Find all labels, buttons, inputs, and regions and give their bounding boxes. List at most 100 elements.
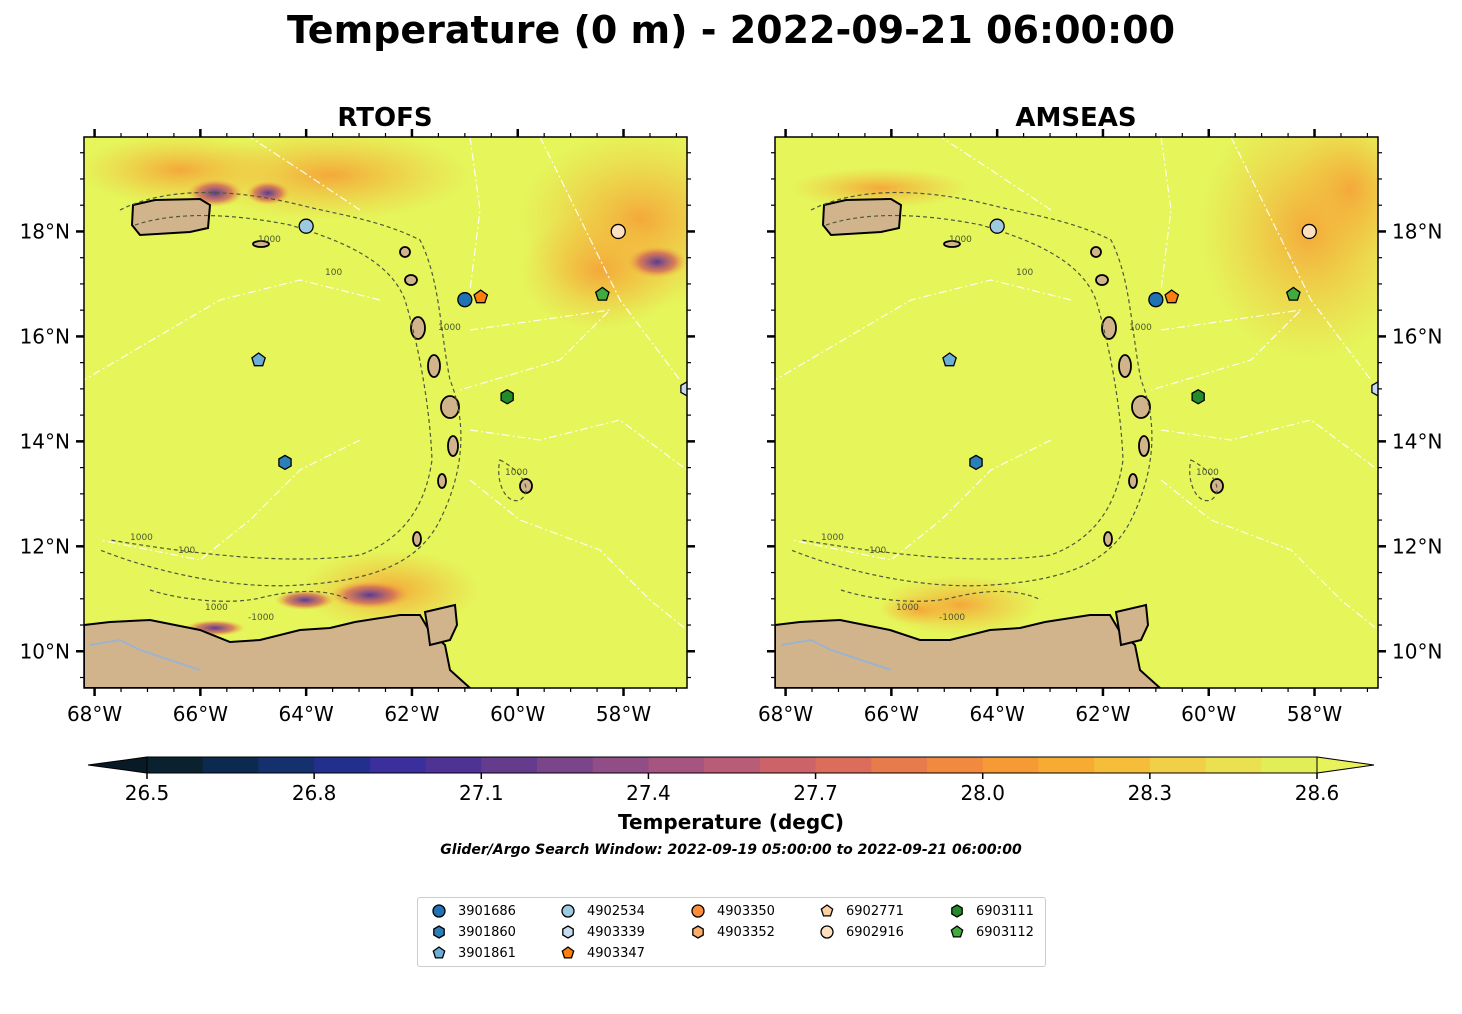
x-tick-label: 68°W xyxy=(758,702,813,726)
svg-text:1000: 1000 xyxy=(130,533,153,543)
float-marker-4903347 xyxy=(473,289,489,304)
legend-marker-hexagon xyxy=(562,925,574,939)
svg-text:1000: 1000 xyxy=(949,235,972,245)
float-marker-3901861 xyxy=(251,352,266,367)
bathymetry-contours xyxy=(99,191,527,602)
legend-entry-6902916: 6902916 xyxy=(816,923,904,941)
colorbar-segment xyxy=(871,757,928,773)
colorbar-segment xyxy=(481,757,538,773)
float-marker-3901861 xyxy=(942,352,957,367)
cold-patch xyxy=(246,181,290,205)
panel-title: AMSEAS xyxy=(1015,103,1136,133)
south-america-land xyxy=(84,614,472,688)
y-tick-label: 18°N xyxy=(1392,219,1442,243)
legend-marker-icon xyxy=(951,904,963,918)
colorbar-segment xyxy=(369,757,427,773)
warm-patch xyxy=(880,595,960,625)
x-tick-label: 62°W xyxy=(384,702,439,726)
warm-patch xyxy=(790,168,970,208)
legend-label: 4903352 xyxy=(717,924,775,940)
legend-label: 4903350 xyxy=(717,903,775,919)
legend-label: 4903347 xyxy=(587,945,645,961)
x-tick-label: 66°W xyxy=(864,702,919,726)
y-tick-label: 10°N xyxy=(1392,639,1442,663)
legend-marker-icon xyxy=(692,925,704,939)
legend-marker-hexagon xyxy=(692,925,704,939)
colorbar-segment xyxy=(592,757,649,773)
legend-marker-icon xyxy=(950,925,964,938)
x-tick-label: 64°W xyxy=(279,702,334,726)
colorbar-segment xyxy=(202,757,259,773)
colorbar-tick-label: 27.4 xyxy=(626,781,671,805)
svg-text:-1000: -1000 xyxy=(939,613,965,623)
legend-label: 3901860 xyxy=(458,924,516,940)
float-marker-3901860 xyxy=(969,454,983,471)
y-tick-label: 10°N xyxy=(20,639,70,663)
svg-text:1000: 1000 xyxy=(1129,323,1152,333)
legend-label: 3901686 xyxy=(458,903,516,919)
axis-ticks: 68°W 66°W 64°W 62°W 60°W 58°W 18°N 16°N 14°N 12°N… xyxy=(20,129,695,726)
float-marker-6902916 xyxy=(610,223,626,240)
y-tick-label: 12°N xyxy=(20,534,70,558)
colorbar-segment xyxy=(314,757,371,773)
cold-patch xyxy=(330,581,410,609)
float-marker-6903112 xyxy=(1285,286,1301,301)
legend-label: 6903112 xyxy=(976,924,1034,940)
x-tick-label: 68°W xyxy=(67,702,122,726)
float-marker-6903111 xyxy=(500,389,514,405)
colorbar-extend-low xyxy=(87,756,148,774)
svg-text:1000: 1000 xyxy=(505,468,528,478)
legend-marker-circle xyxy=(820,925,834,939)
legend-label: 3901861 xyxy=(458,945,516,961)
float-marker-4903339 xyxy=(680,381,687,397)
float-marker-4902534 xyxy=(989,218,1005,234)
colorbar-segment xyxy=(1094,757,1151,773)
legend-entry-4903339: 4903339 xyxy=(557,923,645,941)
panel-title: RTOFS xyxy=(337,103,432,133)
y-tick-label: 14°N xyxy=(20,429,70,453)
colorbar-segment xyxy=(648,757,705,773)
svg-text:1000: 1000 xyxy=(821,533,844,543)
x-tick-label: 58°W xyxy=(1287,702,1342,726)
cold-patch xyxy=(275,590,335,610)
contour-label: 1000 100 1000 100 1000 -1000 1000 1000 xyxy=(130,235,528,623)
legend-entry-4903352: 4903352 xyxy=(687,923,775,941)
legend-marker-pentagon xyxy=(820,904,834,917)
colorbar-extend-high xyxy=(1316,756,1375,774)
legend-marker-icon xyxy=(561,946,575,959)
figure-title: Temperature (0 m) - 2022-09-21 06:00:00 xyxy=(287,8,1175,52)
bathymetry-contours xyxy=(790,191,1218,602)
legend-marker-icon xyxy=(820,904,834,917)
trinidad-land xyxy=(423,603,459,647)
float-markers xyxy=(942,218,1378,471)
x-tick-label: 64°W xyxy=(970,702,1025,726)
warm-patch xyxy=(520,210,680,330)
contour-label: 1000 100 1000 100 1000 -1000 1000 1000 xyxy=(821,235,1219,623)
y-tick-label: 14°N xyxy=(1392,429,1442,453)
x-tick-label: 66°W xyxy=(173,702,228,726)
legend-entry-4902534: 4902534 xyxy=(557,902,645,920)
colorbar-segment xyxy=(927,757,984,773)
legend-label: 6902916 xyxy=(846,924,904,940)
eez-boundaries xyxy=(775,137,1378,631)
colorbar-segment xyxy=(1038,757,1095,773)
legend-entry-4903350: 4903350 xyxy=(687,902,775,920)
svg-text:100: 100 xyxy=(325,268,342,278)
float-marker-4902534 xyxy=(298,218,314,234)
colorbar-tick-label: 27.1 xyxy=(459,781,504,805)
colorbar-tick-label: 27.7 xyxy=(793,781,838,805)
x-tick-label: 58°W xyxy=(596,702,651,726)
trinidad-land xyxy=(1114,603,1150,647)
colorbar-segment xyxy=(537,757,594,773)
panel-amseas: 1000 100 1000 100 1000 -1000 1000 1000 A… xyxy=(758,103,1442,726)
island-chain xyxy=(252,240,533,547)
legend-label: 4903339 xyxy=(587,924,645,940)
colorbar-segment xyxy=(704,757,761,773)
colorbar: 26.5 26.8 27.1 27.4 27.7 28.0 28.3 28.6 xyxy=(87,756,1375,805)
legend-marker-icon xyxy=(433,925,445,939)
colorbar-segment xyxy=(425,757,482,773)
svg-text:1000: 1000 xyxy=(205,603,228,613)
legend-entry-6903111: 6903111 xyxy=(946,902,1034,920)
legend-marker-circle xyxy=(432,904,446,918)
legend-marker-icon xyxy=(691,904,705,918)
